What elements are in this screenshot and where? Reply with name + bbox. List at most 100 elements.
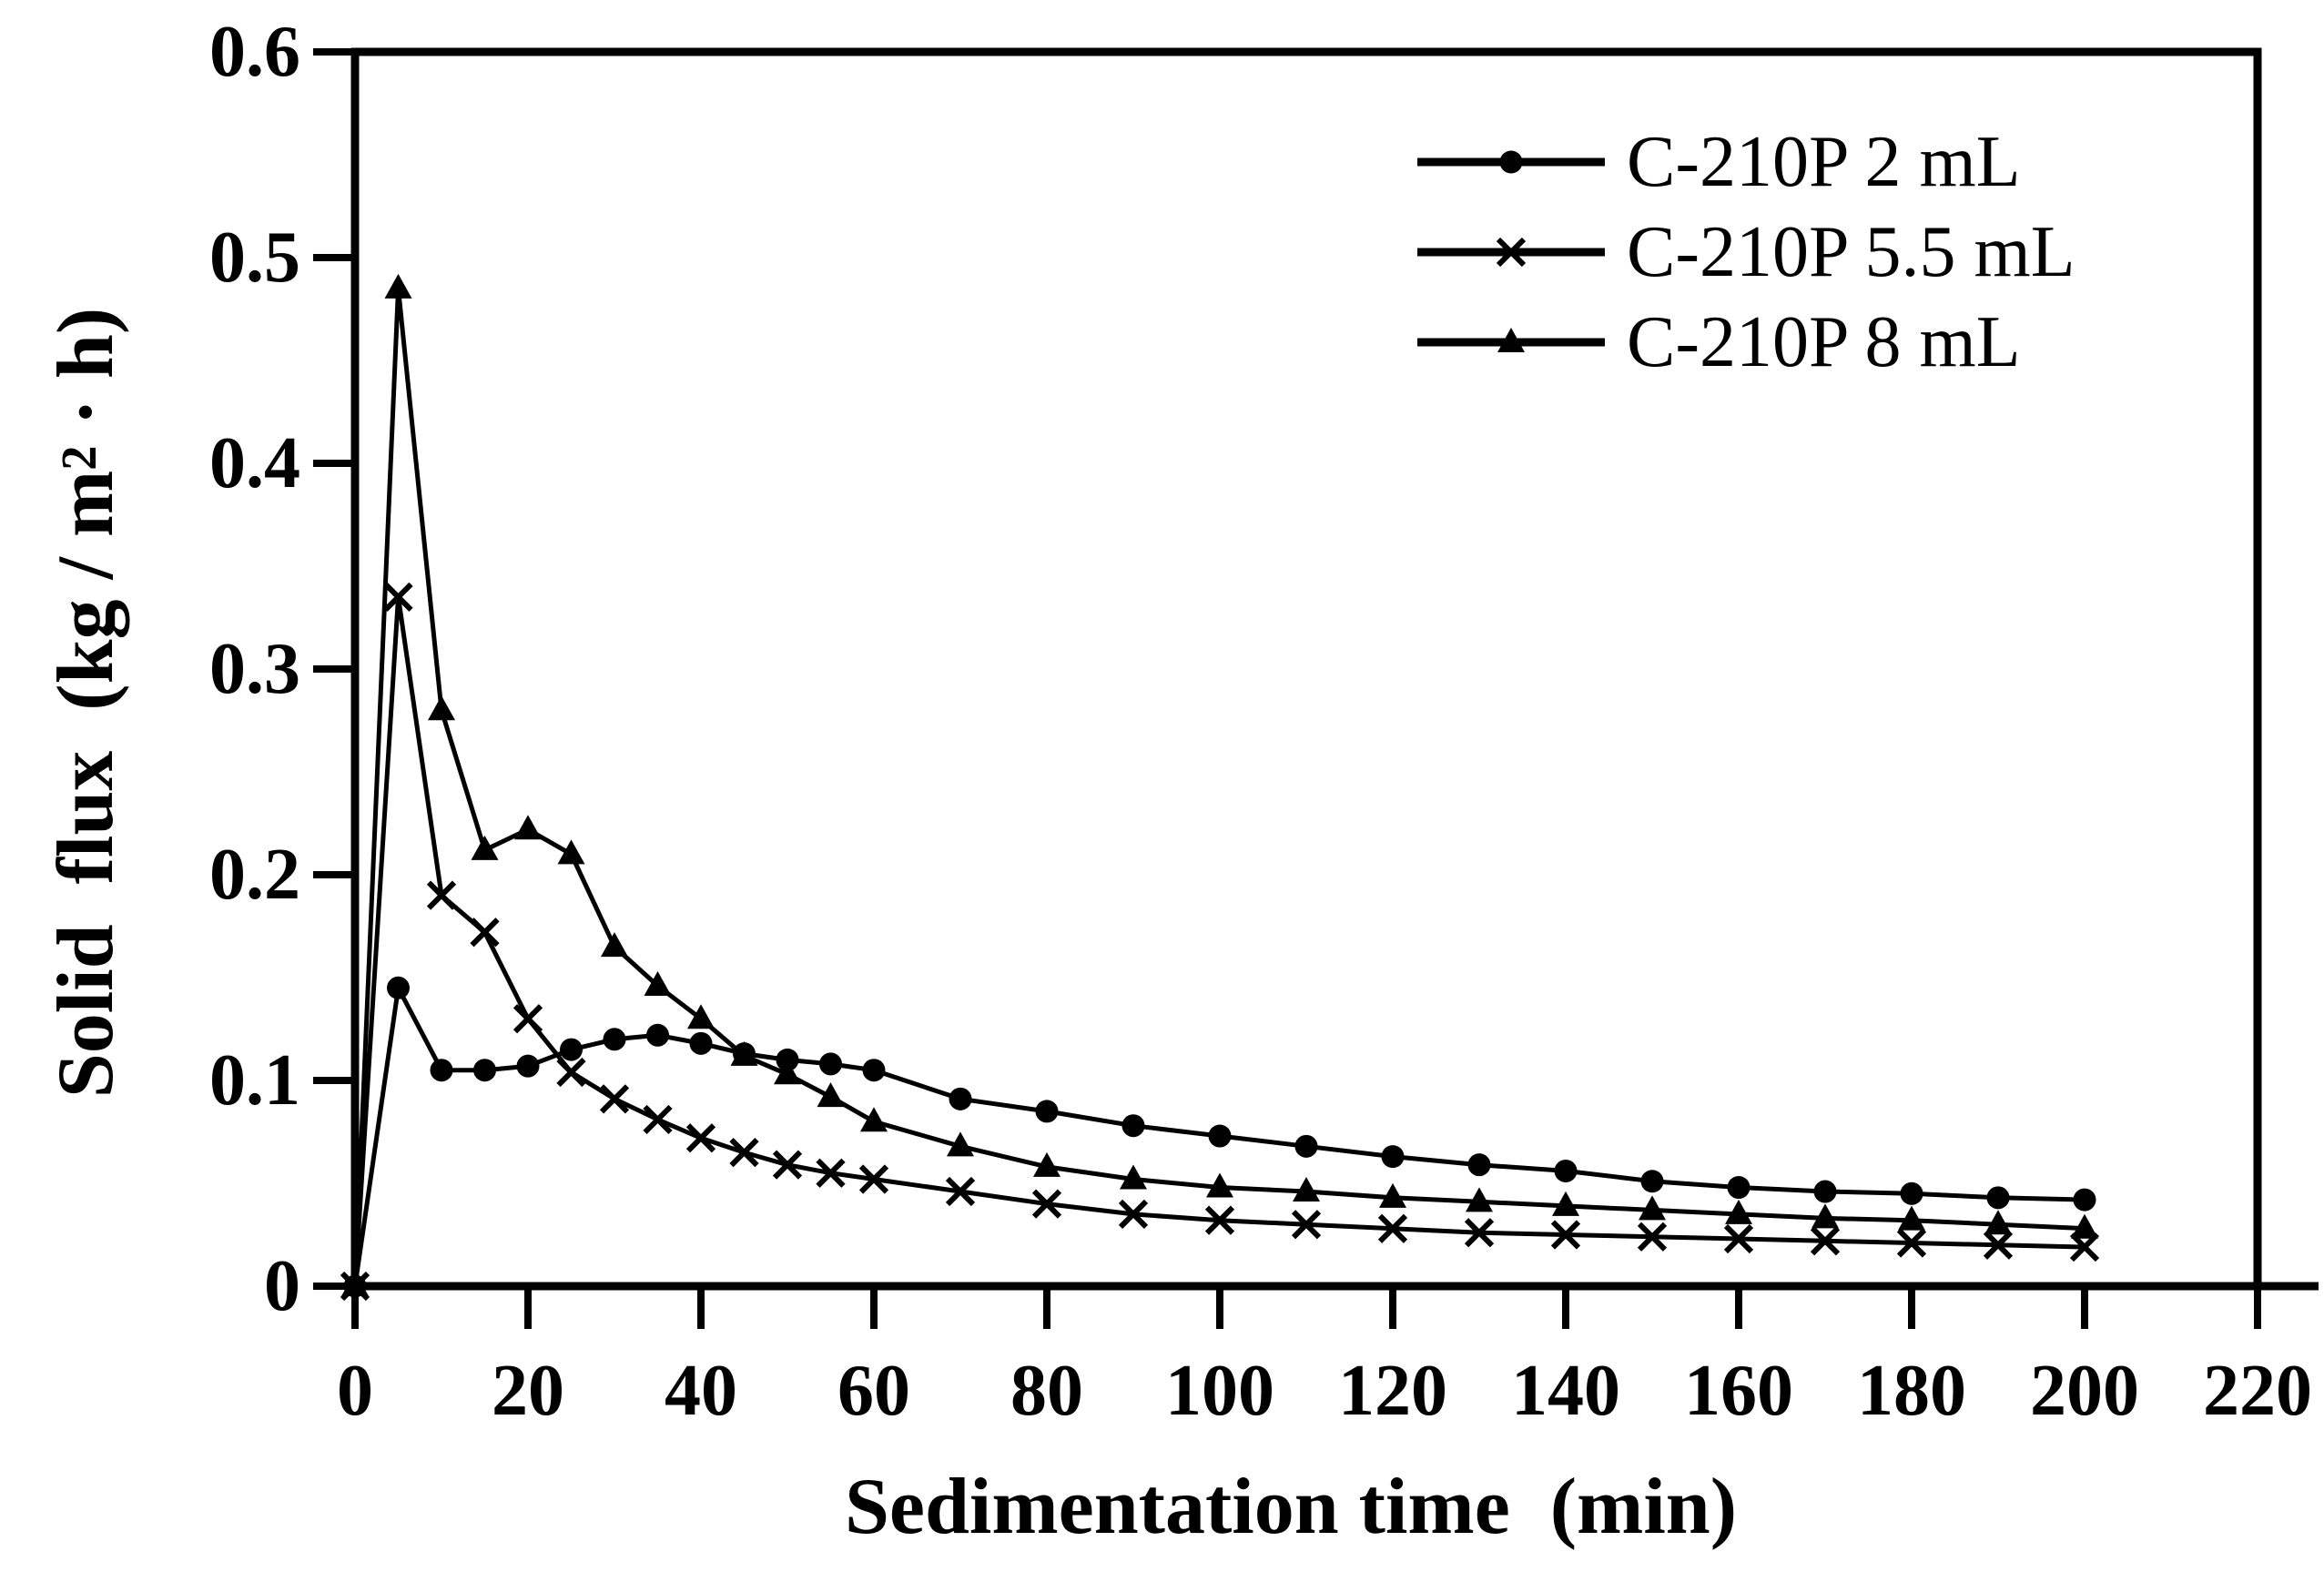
triangle-marker <box>514 815 542 840</box>
x-marker <box>2069 1232 2100 1262</box>
x-marker <box>383 582 413 613</box>
x-marker <box>945 1176 976 1207</box>
triangle-marker <box>817 1082 845 1108</box>
triangle-marker <box>601 932 628 958</box>
circle-marker <box>819 1052 842 1076</box>
circle-marker <box>560 1038 583 1061</box>
triangle-marker <box>428 695 455 721</box>
circle-marker <box>603 1028 626 1051</box>
circle-marker <box>1035 1100 1059 1123</box>
x-tick-label-180: 180 <box>1857 1351 1966 1431</box>
triangle-marker <box>384 273 412 299</box>
circle-marker <box>430 1059 453 1082</box>
series-markers-c-210p-5-5-ml <box>340 582 2100 1302</box>
x-tick-label-100: 100 <box>1165 1351 1274 1431</box>
triangle-marker <box>557 839 585 865</box>
triangle-marker <box>1466 1187 1493 1212</box>
triangle-marker <box>1898 1205 1925 1231</box>
circle-marker <box>689 1031 713 1055</box>
legend-label: C-210P 8 mL <box>1627 301 2021 382</box>
triangle-marker <box>947 1131 974 1157</box>
y-tick-label-0.1: 0.1 <box>209 1040 300 1120</box>
x-axis-title: Sedimentation time (min) <box>844 1463 1738 1551</box>
legend-item-c-210p-5-5-ml: C-210P 5.5 mL <box>1416 207 2075 297</box>
circle-marker <box>1294 1134 1318 1158</box>
y-axis-title-text: Solid flux (kg / m <box>42 470 130 1099</box>
triangle-marker <box>1812 1203 1839 1229</box>
x-marker <box>858 1164 889 1194</box>
circle-marker <box>1554 1159 1578 1182</box>
x-tick-label-20: 20 <box>492 1351 564 1431</box>
triangle-marker <box>644 971 672 997</box>
y-tick-label-0.4: 0.4 <box>209 423 300 503</box>
circle-marker <box>1499 150 1523 173</box>
legend: C-210P 2 mL C-210P 5.5 mL C-210P 8 mL <box>1416 117 2075 387</box>
x-marker <box>426 880 457 910</box>
x-marker <box>1031 1189 1062 1219</box>
circle-marker <box>1900 1181 1923 1205</box>
x-marker <box>599 1084 630 1114</box>
triangle-marker <box>1552 1191 1579 1216</box>
triangle-marker <box>1984 1210 2012 1235</box>
x-marker <box>685 1123 716 1153</box>
circle-marker <box>1727 1176 1751 1200</box>
circle-marker <box>1640 1170 1664 1193</box>
x-marker <box>1637 1222 1668 1252</box>
x-marker <box>1464 1218 1495 1248</box>
x-marker <box>556 1057 586 1088</box>
x-marker <box>1496 237 1527 267</box>
x-tick-label-160: 160 <box>1684 1351 1793 1431</box>
triangle-marker <box>1725 1199 1752 1224</box>
circle-marker <box>1467 1153 1491 1177</box>
x-tick-label-80: 80 <box>1010 1351 1083 1431</box>
y-tick-label-0.6: 0.6 <box>209 12 300 92</box>
x-tick-label-120: 120 <box>1338 1351 1447 1431</box>
legend-label: C-210P 5.5 mL <box>1627 211 2075 292</box>
triangle-marker <box>1497 327 1525 352</box>
x-marker <box>1983 1230 2014 1260</box>
y-axis-title-superscript: 2 <box>51 445 107 471</box>
circle-marker <box>1208 1124 1232 1148</box>
triangle-marker <box>1379 1182 1406 1208</box>
x-marker <box>1550 1220 1581 1250</box>
circle-marker <box>2073 1188 2096 1212</box>
triangle-legend-swatch-icon <box>1417 327 1605 352</box>
x-legend-swatch-icon <box>1417 237 1605 267</box>
x-marker <box>512 1004 543 1034</box>
circle-marker <box>862 1059 886 1082</box>
x-marker <box>1118 1199 1149 1230</box>
triangle-marker <box>774 1060 801 1085</box>
x-tick-label-0: 0 <box>337 1351 373 1431</box>
triangle-marker <box>730 1040 758 1066</box>
x-tick-label-140: 140 <box>1511 1351 1620 1431</box>
x-marker <box>643 1104 673 1135</box>
y-axis-title: Solid flux (kg / m2 · h) <box>42 308 130 1098</box>
x-marker <box>470 918 500 948</box>
x-tick-label-60: 60 <box>837 1351 910 1431</box>
legend-item-c-210p-8-ml: C-210P 8 mL <box>1416 297 2075 387</box>
legend-label: C-210P 2 mL <box>1627 121 2021 202</box>
x-tick-label-200: 200 <box>2030 1351 2139 1431</box>
circle-marker <box>1813 1180 1837 1203</box>
x-tick-label-40: 40 <box>665 1351 737 1431</box>
triangle-marker <box>1033 1151 1061 1177</box>
x-marker <box>1204 1205 1235 1235</box>
triangle-marker <box>1639 1195 1666 1221</box>
x-marker <box>1377 1213 1408 1243</box>
triangle-marker <box>1293 1177 1320 1202</box>
circle-marker <box>1381 1145 1405 1169</box>
x-marker <box>1896 1228 1927 1258</box>
x-marker <box>1723 1223 1754 1254</box>
triangle-marker <box>471 835 499 860</box>
y-tick-label-0.3: 0.3 <box>209 629 300 709</box>
circle-marker <box>1986 1186 2010 1210</box>
circle-marker <box>949 1087 972 1110</box>
x-marker <box>729 1137 759 1168</box>
triangle-marker <box>341 1272 369 1296</box>
circle-marker <box>516 1054 540 1078</box>
triangle-marker <box>860 1107 888 1132</box>
triangle-marker <box>1206 1172 1233 1198</box>
triangle-marker <box>687 1004 715 1029</box>
y-tick-label-0.5: 0.5 <box>209 218 300 298</box>
